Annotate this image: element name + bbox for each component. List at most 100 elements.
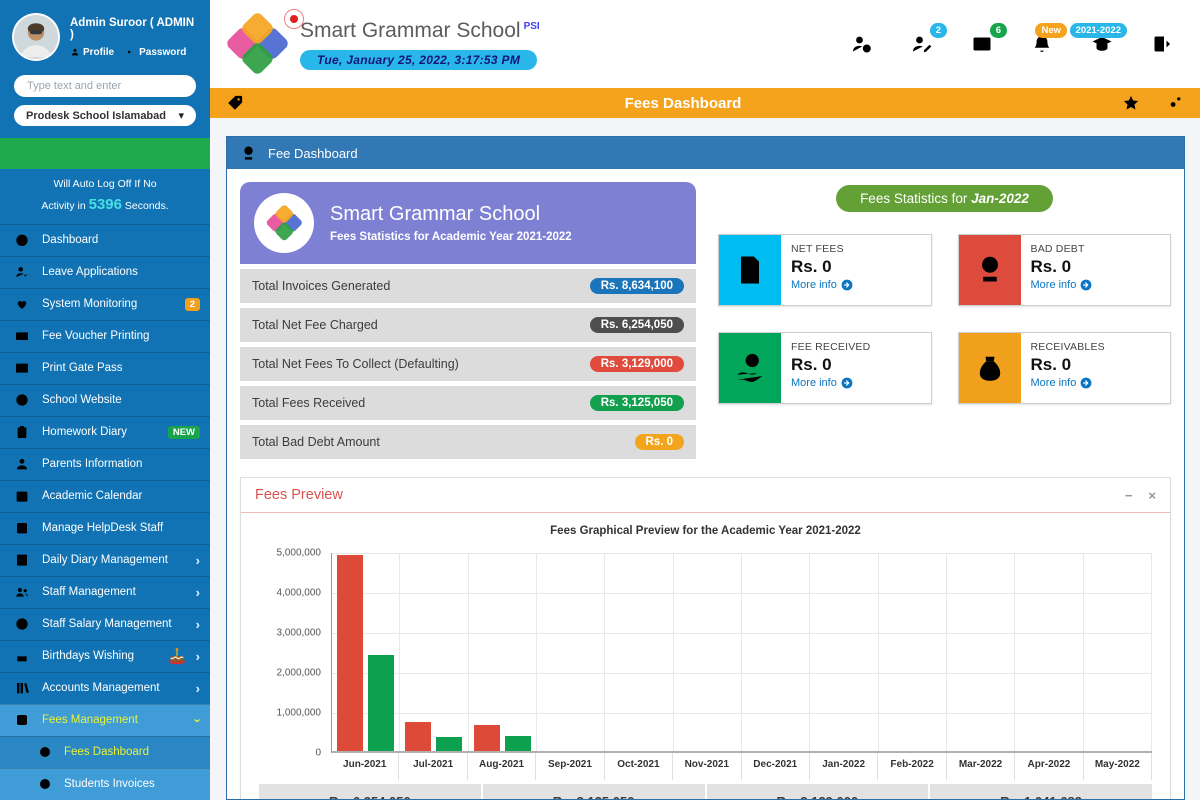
x-axis-label: Sep-2021 — [536, 753, 605, 780]
bell-icon[interactable]: New — [1030, 23, 1067, 56]
chevron-right-icon: › — [195, 584, 200, 600]
summary-cell-value: Rs. 6,254,050 — [259, 794, 481, 799]
sidebar-item-print-gate-pass[interactable]: Print Gate Pass — [0, 351, 210, 384]
bar-group-dec-2021 — [742, 553, 811, 751]
chart-y-axis: 5,000,000 4,000,000 3,000,000 2,000,000 1,00… — [259, 548, 331, 759]
summary-row-label: Total Invoices Generated — [252, 279, 391, 293]
sidebar-item-label: Fees Dashboard — [64, 746, 150, 759]
y-axis-tick: 1,000,000 — [276, 707, 322, 719]
voucher-icon — [14, 328, 30, 344]
logoff-seconds: 5396 — [88, 195, 122, 213]
y-axis-tick: 4,000,000 — [276, 587, 322, 599]
password-link[interactable]: Password — [126, 47, 186, 58]
sidebar: Admin Suroor ( ADMIN ) Profile Password … — [0, 0, 210, 800]
summary-row-value: Rs. 6,254,050 — [589, 317, 684, 333]
chevron-down-icon: › — [190, 718, 206, 723]
sidebar-item-leave-applications[interactable]: Leave Applications — [0, 255, 210, 288]
clipboard-icon — [14, 424, 30, 440]
person-icon — [14, 456, 30, 472]
user-clock-icon[interactable] — [850, 32, 874, 56]
more-info-link[interactable]: More info — [791, 377, 870, 389]
notification-badge: 6 — [989, 23, 1007, 38]
stat-card-value: Rs. 0 — [791, 355, 832, 374]
logout-icon[interactable] — [1150, 32, 1174, 56]
user-edit-icon[interactable]: 2 — [910, 23, 947, 56]
sidebar-item-label: Students Invoices — [64, 778, 155, 791]
sidebar-item-academic-calendar[interactable]: Academic Calendar — [0, 479, 210, 512]
sidebar-item-label: Parents Information — [42, 458, 143, 471]
school-select[interactable]: Prodesk School Islamabad ▾ — [14, 104, 196, 127]
sidebar-item-daily-diary-management[interactable]: Daily Diary Management › — [0, 543, 210, 576]
more-info-link[interactable]: More info — [1031, 279, 1093, 291]
sidebar-toggle-button[interactable] — [0, 138, 210, 170]
chart-plot — [331, 553, 1152, 753]
sidebar-item-fees-dashboard[interactable]: Fees Dashboard — [0, 735, 210, 768]
birthday-cake-emoji — [168, 648, 185, 665]
sidebar-item-system-monitoring[interactable]: System Monitoring 2 — [0, 287, 210, 320]
sidebar-badge: NEW — [167, 425, 200, 439]
sidebar-item-staff-salary-management[interactable]: Staff Salary Management › — [0, 607, 210, 640]
academic-year-summary-card: Smart Grammar School Fees Statistics for… — [240, 182, 696, 459]
fee-dashboard-panel: Fee Dashboard Smart Grammar School Fees … — [226, 136, 1185, 800]
summary-row-value: Rs. 8,634,100 — [589, 278, 684, 294]
y-axis-tick: 2,000,000 — [276, 667, 322, 679]
card-subtitle: Fees Statistics for Academic Year 2021-2… — [330, 231, 572, 243]
sidebar-item-dashboard[interactable]: Dashboard — [0, 223, 210, 256]
sidebar-item-homework-diary[interactable]: Homework Diary NEW — [0, 415, 210, 448]
bar-group-sep-2021 — [537, 553, 606, 751]
close-icon[interactable]: × — [1148, 487, 1156, 503]
more-info-link[interactable]: More info — [1031, 377, 1105, 389]
sidebar-item-parents-information[interactable]: Parents Information — [0, 447, 210, 480]
sidebar-item-label: Leave Applications — [42, 266, 138, 279]
sidebar-item-label: Staff Management — [42, 586, 136, 599]
sidebar-item-fees-management[interactable]: Fees Management › — [0, 703, 210, 736]
notification-badge: New — [1035, 23, 1067, 38]
favorite-star-icon[interactable] — [1122, 94, 1140, 112]
coin-deposit-icon — [239, 144, 258, 163]
sidebar-item-students-invoices[interactable]: Students Invoices — [0, 767, 210, 800]
auto-logoff-notice: Will Auto Log Off If No Activity in 5396… — [41, 178, 169, 213]
avatar[interactable] — [12, 13, 60, 61]
chevron-right-icon: › — [195, 616, 200, 632]
sidebar-menu: Dashboard Leave Applications System Monito… — [0, 223, 210, 800]
bar-group-jan-2022 — [810, 553, 879, 751]
summary-row-label: Total Bad Debt Amount — [252, 435, 380, 449]
envelope-icon[interactable]: 6 — [970, 23, 1007, 56]
heart-icon — [14, 296, 30, 312]
search-input[interactable] — [14, 75, 196, 97]
bar-group-apr-2022 — [1015, 553, 1084, 751]
profile-link[interactable]: Profile — [70, 47, 114, 58]
page-school-name: Smart Grammar School PSI — [300, 18, 540, 42]
chart-x-axis: Jun-2021 Jul-2021 Aug-2021 Sep-2021 Oct-2021… — [331, 753, 1153, 780]
school-logo — [224, 9, 304, 77]
sidebar-item-label: Staff Salary Management — [42, 618, 172, 631]
person-icon — [70, 47, 80, 57]
summary-cell-total-fees: Rs. 6,254,050TOTAL FEES — [259, 784, 483, 799]
settings-gears-icon[interactable] — [1166, 94, 1184, 112]
stat-card-receivables: RECEIVABLES Rs. 0 More info — [957, 332, 1171, 404]
sidebar-item-accounts-management[interactable]: Accounts Management › — [0, 671, 210, 704]
top-header: Smart Grammar School PSI Tue, January 25,… — [210, 0, 1200, 88]
calendar-icon — [14, 488, 30, 504]
x-axis-label: Mar-2022 — [947, 753, 1016, 780]
sidebar-item-manage-helpdesk-staff[interactable]: Manage HelpDesk Staff — [0, 511, 210, 544]
sidebar-item-school-website[interactable]: School Website — [0, 383, 210, 416]
stat-card-value: Rs. 0 — [1030, 257, 1072, 276]
more-info-link[interactable]: More info — [791, 279, 853, 291]
x-axis-label: Jul-2021 — [399, 753, 468, 780]
sidebar-item-label: Accounts Management — [42, 682, 160, 695]
gauge-icon — [14, 232, 30, 248]
summary-cell-value: Rs. 1,041,683 — [930, 794, 1152, 799]
sidebar-item-staff-management[interactable]: Staff Management › — [0, 575, 210, 608]
grad-cap-icon[interactable]: 2021-2022 — [1069, 23, 1127, 56]
sidebar-item-fee-voucher-printing[interactable]: Fee Voucher Printing — [0, 319, 210, 352]
salary-icon — [14, 616, 30, 632]
summary-cell-value: Rs. 3,125,050 — [483, 794, 705, 799]
play-icon — [38, 777, 52, 791]
minimize-icon[interactable]: − — [1124, 487, 1133, 503]
page-title-banner: Fees Dashboard — [210, 88, 1200, 118]
diary-icon — [14, 552, 30, 568]
sidebar-item-birthdays-wishing[interactable]: Birthdays Wishing › — [0, 639, 210, 672]
